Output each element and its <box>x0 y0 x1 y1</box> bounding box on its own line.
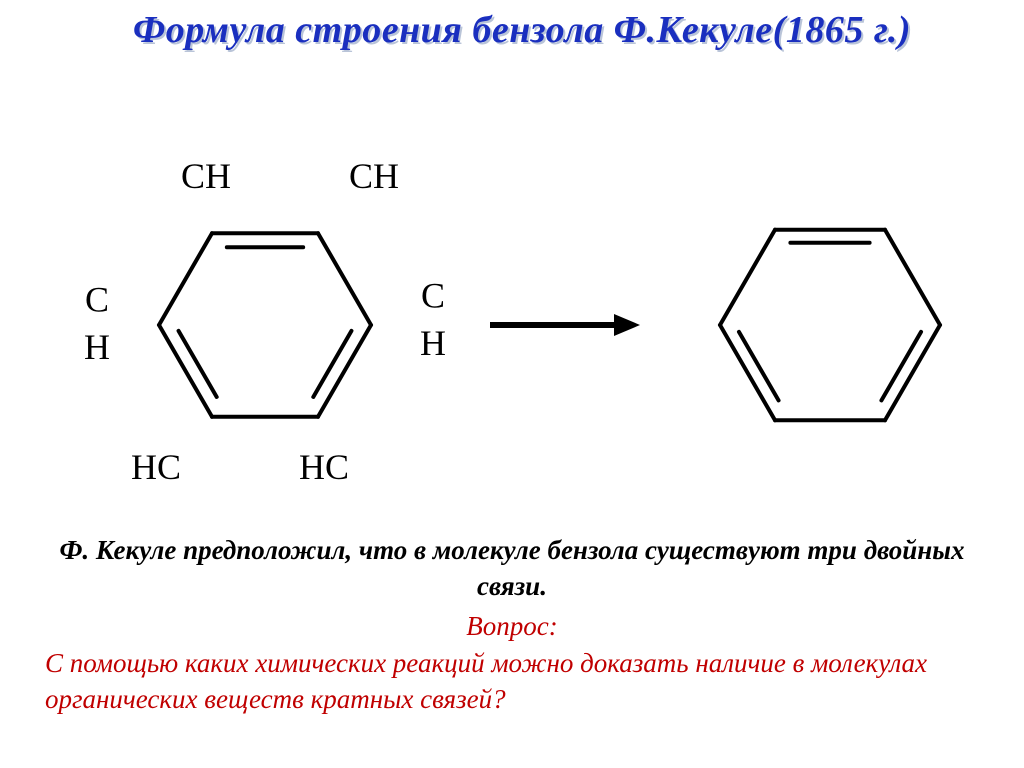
svg-text:HC: HC <box>131 447 181 487</box>
svg-text:H: H <box>420 323 446 363</box>
question-body: С помощью каких химических реакций можно… <box>40 645 984 718</box>
svg-text:C: C <box>421 275 445 315</box>
kekule-statement: Ф. Кекуле предположил, что в молекуле бе… <box>40 532 984 605</box>
benzene-diagram: HCCHCHCHHCHC <box>0 80 1024 520</box>
page-title: Формула строения бензола Ф.Кекуле(1865 г… <box>50 8 994 52</box>
question-label: Вопрос: <box>40 608 984 644</box>
svg-text:CH: CH <box>181 156 231 196</box>
svg-text:C: C <box>85 279 109 319</box>
svg-text:HC: HC <box>299 447 349 487</box>
svg-text:CH: CH <box>349 156 399 196</box>
svg-text:H: H <box>84 327 110 367</box>
